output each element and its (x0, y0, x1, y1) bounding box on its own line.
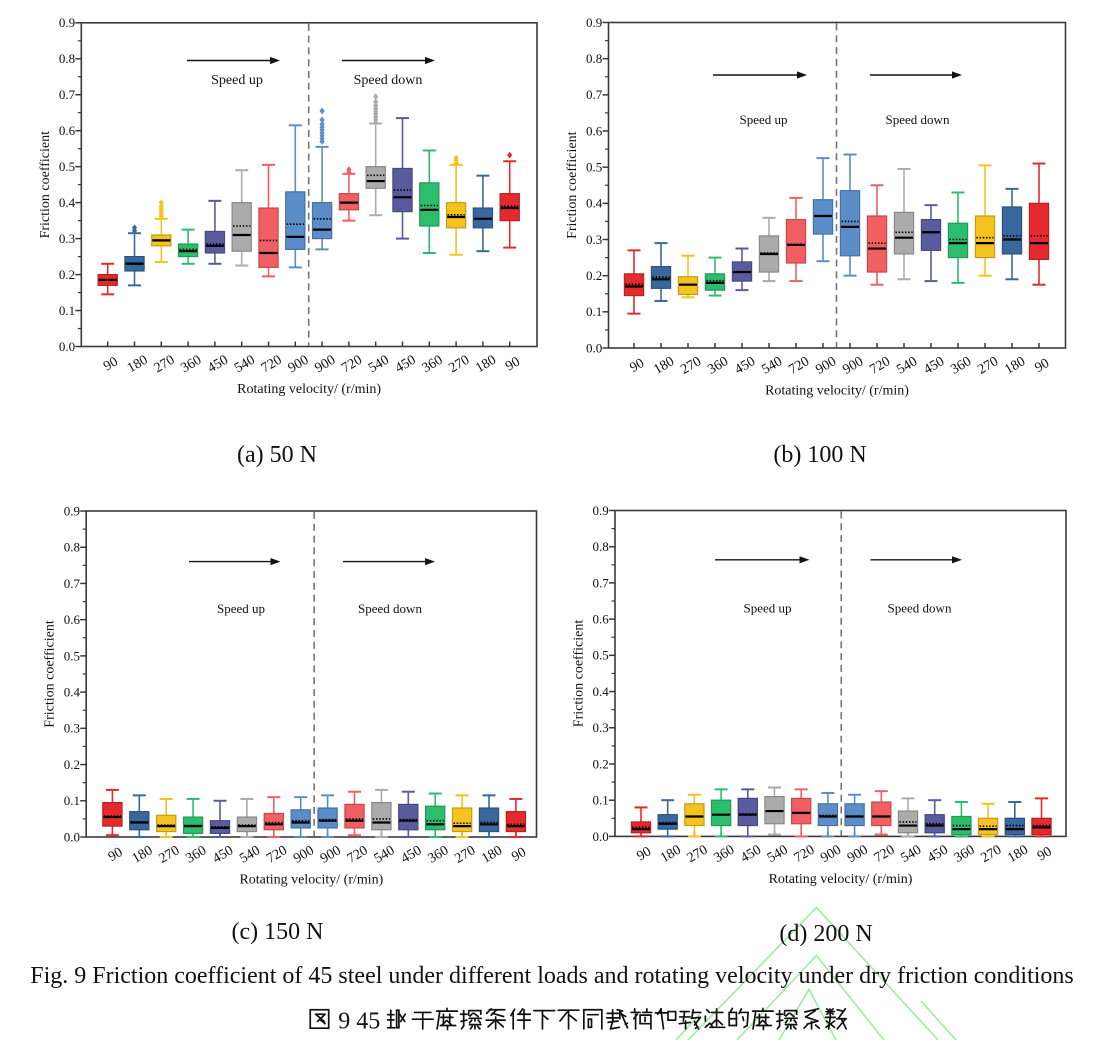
svg-text:5: 5 (368, 1009, 380, 1035)
svg-text:0.7: 0.7 (59, 87, 76, 102)
svg-text:0.7: 0.7 (586, 87, 603, 102)
svg-text:Speed up: Speed up (743, 601, 791, 616)
svg-text:0.6: 0.6 (64, 612, 81, 627)
svg-text:9: 9 (338, 1009, 350, 1035)
svg-text:Speed up: Speed up (211, 73, 263, 88)
svg-text:0.1: 0.1 (593, 793, 609, 808)
svg-text:0.8: 0.8 (593, 539, 609, 554)
svg-text:4: 4 (356, 1009, 368, 1035)
svg-text:0.9: 0.9 (593, 503, 609, 518)
svg-text:0.7: 0.7 (64, 576, 81, 591)
svg-text:(b) 100 N: (b) 100 N (773, 442, 866, 468)
svg-text:0.8: 0.8 (586, 51, 602, 66)
svg-text:0.5: 0.5 (64, 648, 80, 663)
svg-text:0.6: 0.6 (593, 612, 610, 627)
svg-text:Speed up: Speed up (739, 112, 787, 127)
svg-text:90: 90 (1035, 844, 1055, 864)
svg-text:0.6: 0.6 (59, 123, 76, 138)
svg-text:0.2: 0.2 (59, 267, 75, 282)
svg-text:90: 90 (627, 356, 647, 376)
svg-text:0.3: 0.3 (64, 721, 80, 736)
svg-text:0.9: 0.9 (59, 15, 75, 30)
svg-text:0.5: 0.5 (586, 160, 602, 175)
svg-text:Fig. 9 Friction coefficient of: Fig. 9 Friction coefficient of 45 steel … (30, 963, 1074, 989)
svg-text:0.3: 0.3 (586, 232, 602, 247)
svg-text:0.9: 0.9 (64, 503, 80, 518)
svg-text:0.2: 0.2 (586, 268, 602, 283)
svg-text:90: 90 (1032, 356, 1052, 376)
svg-text:0.6: 0.6 (586, 123, 603, 138)
svg-text:Friction coefficient: Friction coefficient (565, 131, 580, 239)
svg-text:0.4: 0.4 (64, 685, 81, 700)
svg-text:0.4: 0.4 (59, 195, 76, 210)
svg-text:Friction coefficient: Friction coefficient (572, 620, 587, 728)
svg-text:90: 90 (634, 844, 654, 864)
svg-text:90: 90 (503, 354, 523, 374)
svg-text:(c) 150 N: (c) 150 N (232, 919, 324, 945)
svg-text:0.8: 0.8 (64, 540, 80, 555)
svg-text:(a) 50 N: (a) 50 N (237, 442, 317, 468)
svg-text:0.3: 0.3 (59, 231, 75, 246)
svg-text:90: 90 (101, 354, 121, 374)
svg-text:Friction coefficient: Friction coefficient (43, 620, 58, 728)
svg-text:(d) 200 N: (d) 200 N (779, 921, 872, 947)
svg-text:Rotating velocity/ (r/min): Rotating velocity/ (r/min) (237, 382, 381, 397)
svg-text:0.0: 0.0 (59, 339, 75, 354)
svg-text:0.1: 0.1 (59, 303, 75, 318)
svg-text:0.4: 0.4 (593, 684, 610, 699)
svg-text:0.9: 0.9 (586, 15, 602, 30)
svg-text:90: 90 (106, 845, 126, 865)
svg-text:Rotating velocity/ (r/min): Rotating velocity/ (r/min) (765, 384, 909, 399)
svg-text:0.5: 0.5 (593, 648, 609, 663)
svg-text:Speed down: Speed down (358, 601, 422, 616)
svg-text:0.8: 0.8 (59, 51, 75, 66)
svg-text:0.3: 0.3 (593, 720, 609, 735)
svg-text:Speed up: Speed up (217, 601, 265, 616)
svg-text:0.0: 0.0 (593, 829, 609, 844)
svg-text:0.2: 0.2 (593, 756, 609, 771)
svg-text:0.0: 0.0 (64, 829, 80, 844)
svg-text:Speed down: Speed down (888, 601, 952, 616)
svg-text:90: 90 (509, 845, 529, 865)
svg-text:Speed down: Speed down (354, 73, 423, 88)
svg-text:0.5: 0.5 (59, 159, 75, 174)
svg-text:0.0: 0.0 (586, 340, 602, 355)
svg-text:0.2: 0.2 (64, 757, 80, 772)
svg-text:Friction coefficient: Friction coefficient (38, 131, 53, 239)
svg-text:0.1: 0.1 (64, 793, 80, 808)
svg-text:0.1: 0.1 (586, 304, 602, 319)
svg-text:Speed down: Speed down (886, 112, 950, 127)
svg-text:Rotating velocity/ (r/min): Rotating velocity/ (r/min) (239, 873, 383, 888)
svg-text:0.7: 0.7 (593, 575, 610, 590)
svg-text:0.4: 0.4 (586, 196, 603, 211)
svg-text:Rotating velocity/ (r/min): Rotating velocity/ (r/min) (769, 872, 913, 887)
